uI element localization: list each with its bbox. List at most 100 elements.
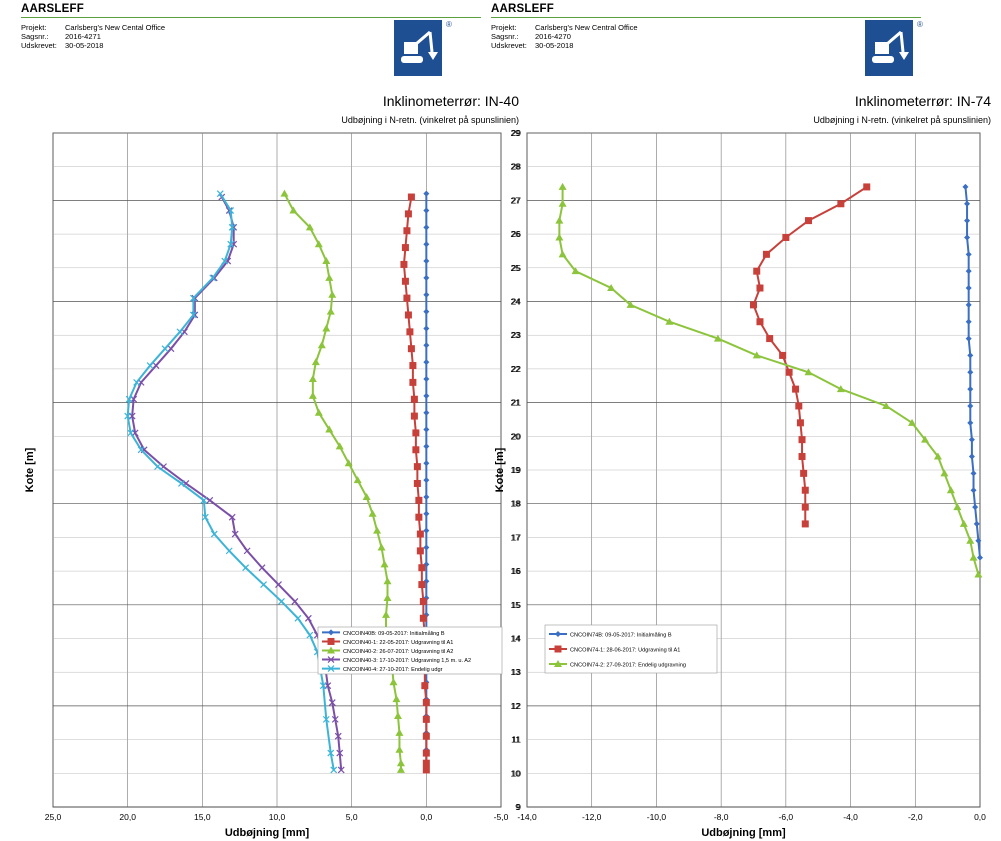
data-point-cyan (133, 378, 141, 386)
data-point-blue (423, 409, 430, 416)
y-tick-label: 15 (511, 600, 521, 610)
y-tick-label: 26 (511, 229, 521, 239)
legend-entry: CNCOIN74-2: 27-09-2017: Endelig udgravni… (570, 663, 686, 669)
legend-box (544, 624, 718, 674)
y-tick-label: 20 (511, 431, 521, 441)
data-point-green (383, 577, 392, 585)
data-point-green (713, 334, 722, 342)
y-tick-label: 26 (512, 229, 522, 239)
data-point-green (368, 509, 377, 517)
y-tick-label: 9 (516, 802, 521, 812)
y-tick-label: 14 (512, 634, 522, 644)
data-point-purple (231, 530, 239, 538)
data-point-blue (423, 527, 430, 534)
data-point-purple (210, 274, 218, 282)
data-point-cyan (306, 631, 314, 639)
y-tick-label: 28 (512, 162, 522, 172)
data-point-red (415, 496, 423, 504)
data-point-purple (243, 547, 251, 555)
data-point-red (753, 267, 761, 275)
data-point-green (969, 553, 978, 561)
data-point-blue (968, 453, 975, 460)
y-tick-label: 20 (512, 431, 522, 441)
data-point-cyan (125, 395, 133, 403)
x-tick-label: -12,0 (582, 812, 602, 822)
y-tick-label: 16 (511, 566, 521, 576)
data-point-green (959, 519, 968, 527)
data-point-blue (423, 392, 430, 399)
data-point-green (393, 712, 402, 720)
legend-marker (327, 656, 335, 663)
data-point-red (418, 564, 426, 572)
data-point-green (280, 189, 289, 197)
data-point-blue (965, 335, 972, 342)
case-label: Sagsnr.: (491, 32, 519, 41)
data-point-green (396, 765, 405, 773)
data-point-blue (423, 342, 430, 349)
data-point-red (412, 446, 420, 454)
data-point-green (373, 526, 382, 534)
data-point-blue (965, 268, 972, 275)
data-point-green (377, 543, 386, 551)
data-point-green (305, 223, 314, 231)
y-tick-label: 25 (512, 263, 522, 273)
data-point-cyan (228, 223, 236, 231)
excavator-icon (394, 20, 442, 76)
data-point-cyan (161, 345, 169, 353)
legend-marker (328, 629, 334, 636)
data-point-cyan (294, 614, 302, 622)
y-tick-label: 10 (512, 768, 522, 778)
data-point-cyan (189, 294, 197, 302)
y-tick-label: 28 (511, 162, 521, 172)
printed-value: 30-05-2018 (535, 41, 574, 50)
data-point-blue (975, 537, 982, 544)
excavator-icon (865, 20, 913, 76)
x-tick-label: -6,0 (779, 812, 794, 822)
data-point-red (798, 453, 806, 461)
data-point-red (805, 217, 813, 225)
data-point-blue (967, 386, 974, 393)
data-point-green (752, 351, 761, 359)
data-point-cyan (124, 412, 132, 420)
y-tick-label: 14 (511, 634, 521, 644)
data-point-cyan (227, 207, 235, 214)
data-point-green (335, 442, 344, 450)
y-tick-label: 18 (511, 499, 521, 509)
legend-marker (327, 646, 335, 654)
y-axis-label: Kote [m] (24, 447, 36, 492)
data-point-blue (423, 241, 430, 248)
data-point-red (801, 503, 809, 511)
data-point-green (920, 435, 929, 443)
data-point-cyan (137, 446, 145, 454)
data-point-red (400, 260, 408, 268)
data-point-blue (972, 504, 979, 511)
data-point-blue (962, 183, 969, 190)
data-point-blue (423, 258, 430, 265)
data-point-cyan (209, 274, 217, 282)
x-axis-label: Udbøjning [mm] (701, 827, 786, 839)
project-label: Projekt: (491, 23, 517, 32)
x-tick-label: -5,0 (494, 812, 509, 822)
y-axis-label: Kote [m] (494, 447, 506, 492)
data-point-green (289, 206, 298, 214)
data-point-blue (423, 224, 430, 231)
brand-name: AARSLEFF (491, 3, 554, 15)
data-point-red (410, 395, 418, 403)
legend-box (317, 626, 503, 675)
data-point-red (785, 368, 793, 376)
data-point-red (403, 227, 411, 235)
chart-subtitle-in74: Udbøjning i N-retn. (vinkelret på spunsl… (813, 115, 991, 125)
data-point-green (380, 560, 389, 568)
data-point-green (882, 401, 891, 409)
data-point-green (555, 216, 564, 224)
data-point-red (404, 311, 412, 319)
data-point-red (422, 715, 430, 723)
data-point-blue (970, 487, 977, 494)
project-label: Projekt: (21, 23, 47, 32)
data-point-blue (965, 318, 972, 325)
data-point-purple (152, 362, 160, 369)
data-point-green (626, 300, 635, 308)
data-point-cyan (221, 257, 229, 265)
legend-entry: CNCOIN40-2: 26-07-2017: Udgravning til A… (343, 649, 453, 655)
aarsleff-logo-right (865, 20, 913, 76)
